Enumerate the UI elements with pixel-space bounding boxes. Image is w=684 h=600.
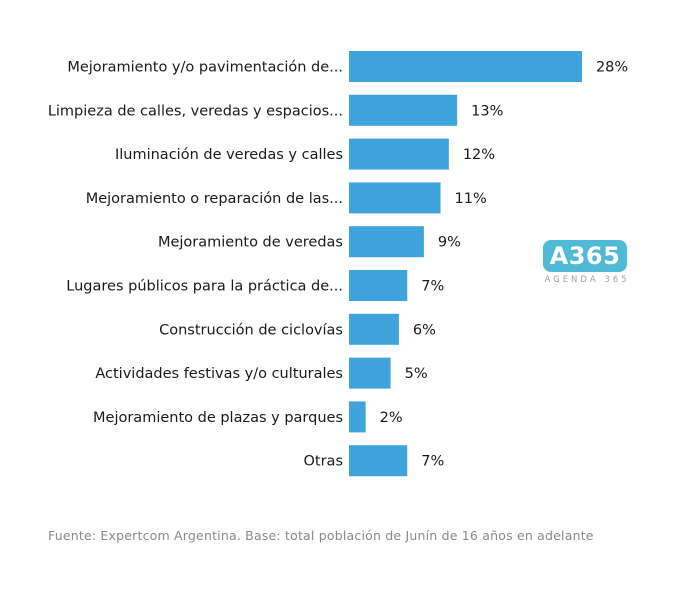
value-label: 9% [438,235,461,251]
value-label: 12% [463,147,495,163]
category-label: Otras [304,454,344,470]
bar [349,51,582,82]
category-label: Mejoramiento y/o pavimentación de... [67,60,343,76]
bar [349,401,366,433]
category-label: Construcción de ciclovías [159,322,343,338]
value-label: 11% [455,191,487,207]
value-label: 7% [421,454,444,470]
bar [349,313,399,345]
value-label: 2% [380,410,403,426]
category-label: Mejoramiento de veredas [158,235,343,251]
value-label: 13% [471,103,503,119]
category-label: Actividades festivas y/o culturales [95,366,343,382]
value-label: 6% [413,322,436,338]
value-label: 5% [405,366,428,382]
bar [349,226,424,258]
logo-subtitle: AGENDA 365 [544,275,630,285]
category-label: Limpieza de calles, veredas y espacios..… [48,103,343,119]
bar [349,182,441,214]
bar [349,445,408,477]
bar [349,357,391,389]
value-label: 28% [596,60,628,76]
agenda365-logo: A365 AGENDA 365 [543,240,631,290]
category-label: Iluminación de veredas y calles [115,147,343,163]
bar [349,138,449,170]
logo-mark: A365 [543,240,627,272]
category-label: Mejoramiento de plazas y parques [93,410,343,426]
bar [349,94,458,126]
category-label: Mejoramiento o reparación de las... [86,191,343,207]
source-note: Fuente: Expertcom Argentina. Base: total… [48,528,594,543]
bar [349,270,408,301]
value-label: 7% [421,279,444,295]
category-label: Lugares públicos para la práctica de... [66,279,343,295]
